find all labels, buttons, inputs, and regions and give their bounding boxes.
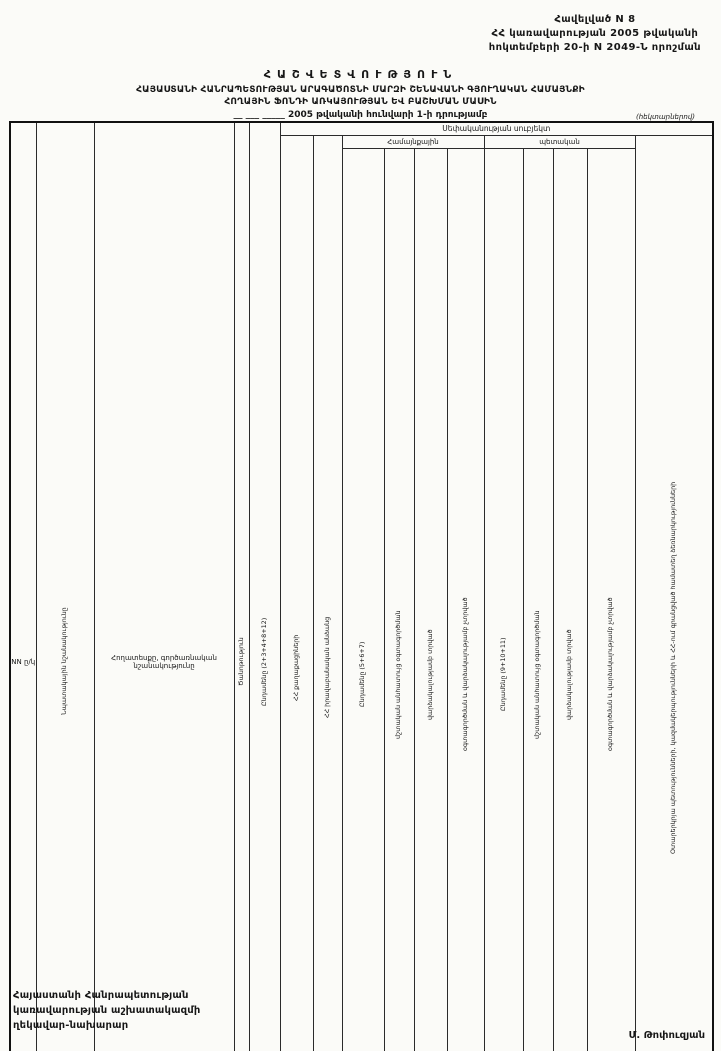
ownership-subject-banner: Սեփականության սուբյեկտ: [279, 121, 714, 136]
column-header-c1-text: Ընդամենը (2+3+4+8+12): [259, 617, 268, 706]
header-row-groups: ՀՀ քաղաքացիների ՀՀ իրավաբանական անձանց Համ…: [10, 134, 714, 1051]
column-header-c2-text: ՀՀ քաղաքացիների: [291, 634, 300, 701]
column-header-c7: օգտագործման և վարձակալությամբ չտրված: [446, 147, 485, 1051]
report-title: ՀԱՇՎԵՏՎՈՒԹՅՈՒՆ: [263, 68, 458, 81]
column-header-land-type: Հողատեսքը, գործառնական նշանակությունը: [93, 121, 235, 1051]
column-header-c11-text: օգտագործման և վարձակալությամբ չտրված: [606, 597, 615, 751]
column-header-c1: Ընդամենը (2+3+4+8+12): [248, 121, 281, 1051]
footer-line-3: ղեկավար-նախարար: [13, 1020, 129, 1031]
column-header-c4-text: Ընդամենը (5+6+7): [358, 641, 367, 707]
column-header-c2: ՀՀ քաղաքացիների: [279, 134, 314, 1051]
header-row-columns: Ընդամենը (5+6+7) մշտական անհատույց օգտագո…: [10, 147, 713, 1051]
column-header-note: Ծանոթություն: [233, 121, 250, 1051]
column-header-c4: Ընդամենը (5+6+7): [341, 147, 385, 1051]
column-header-c3: ՀՀ իրավաբանական անձանց: [312, 134, 343, 1051]
column-header-purpose-text: Նպատակային նշանակությունը: [60, 607, 69, 716]
column-header-c12: Օտարերկրյա պետությունների, կազմակերպությ…: [634, 134, 714, 1051]
report-subtitle-1: ՀԱՅԱՍՏԱՆԻ ՀԱՆՐԱՊԵՏՈՒԹՅԱՆ ԱՐԱԳԱԾՈՏՆԻ ՄԱՐԶ…: [136, 85, 585, 95]
column-header-c5-text: մշտական անհատույց օգտագործման: [394, 609, 403, 739]
title-block: ՀԱՇՎԵՏՎՈՒԹՅՈՒՆ ՀԱՅԱՍՏԱՆԻ ՀԱՆՐԱՊԵՏՈՒԹՅԱՆ …: [0, 68, 721, 120]
column-header-c11: օգտագործման և վարձակալությամբ չտրված: [586, 147, 636, 1051]
land-table: NN ը/կ Նպատակային նշանակությունը Հողատեսքը…: [9, 121, 714, 1051]
column-header-c6: վարձակալությամբ տրված: [413, 147, 448, 1051]
footer-line-1: Հայաստանի Հանրապետության: [13, 990, 189, 1001]
column-header-c9: մշտական անհատույց օգտագործման: [522, 147, 554, 1051]
footer-signature-block: Հայաստանի Հանրապետության կառավարության ա…: [13, 988, 201, 1033]
appendix-line-3: հոկտեմբերի 20-ի N 2049-Ն որոշման: [488, 42, 701, 53]
appendix-line-1: Հավելված N 8: [554, 14, 636, 25]
signer-name: Մ. Թոփուզյան: [628, 1030, 705, 1041]
group-header-state: պետական: [483, 134, 636, 149]
appendix-block: Հավելված N 8 ՀՀ կառավարության 2005 թվակա…: [489, 13, 701, 55]
group-header-community: Համայնքային: [341, 134, 485, 149]
header-row-banner: NN ը/կ Նպատակային նշանակությունը Հողատեսքը…: [9, 121, 714, 1051]
column-header-c8: Ընդամենը (9+10+11): [483, 147, 524, 1051]
column-header-c12-text: Օտարերկրյա պետությունների, կազմակերպությ…: [669, 481, 678, 854]
column-header-c6-text: վարձակալությամբ տրված: [425, 628, 434, 720]
report-dateline: __ ___ _____ 2005 թվականի հունվարի 1-ի դ…: [233, 110, 488, 120]
column-header-c10: վարձակալությամբ տրված: [552, 147, 588, 1051]
units-note: (հեկտարներով): [635, 113, 695, 121]
column-header-note-text: Ծանոթություն: [236, 636, 245, 686]
column-header-c3-text: ՀՀ իրավաբանական անձանց: [322, 616, 331, 719]
column-header-nn: NN ը/կ: [9, 121, 37, 1051]
column-header-c9-text: մշտական անհատույց օգտագործման: [533, 609, 542, 739]
column-header-c7-text: օգտագործման և վարձակալությամբ չտրված: [460, 597, 469, 751]
column-header-purpose: Նպատակային նշանակությունը: [35, 121, 95, 1051]
table-header: NN ը/կ Նպատակային նշանակությունը Հողատեսքը…: [9, 121, 714, 1051]
column-header-c10-text: վարձակալությամբ տրված: [565, 628, 574, 720]
footer-line-2: կառավարության աշխատակազմի: [13, 1005, 201, 1016]
appendix-line-2: ՀՀ կառավարության 2005 թվականի: [491, 28, 699, 39]
column-header-c5: մշտական անհատույց օգտագործման: [383, 147, 415, 1051]
report-subtitle-2: ՀՈՂԱՅԻՆ ՖՈՆԴԻ ԱՌԿԱՅՈՒԹՅԱՆ ԵՎ ԲԱՇԽՄԱՆ ՄԱՍ…: [224, 97, 497, 107]
column-header-c8-text: Ընդամենը (9+10+11): [498, 637, 507, 711]
